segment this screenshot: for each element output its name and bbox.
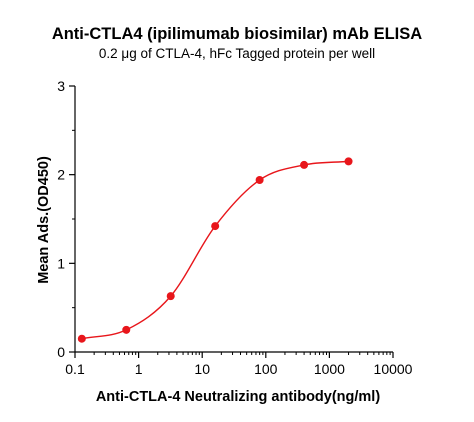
x-tick-label: 10 (194, 361, 210, 377)
fit-curve (81, 160, 349, 340)
data-point (255, 175, 264, 184)
data-point (166, 292, 175, 301)
axes (74, 86, 393, 353)
data-point (77, 334, 86, 343)
y-tick-label: 0 (57, 344, 65, 360)
x-tick-label: 0.1 (65, 361, 85, 377)
chart-title: Anti-CTLA4 (ipilimumab biosimilar) mAb E… (52, 25, 422, 43)
y-axis-label: Mean Ads.(OD450) (36, 156, 52, 284)
x-tick-label: 1 (135, 361, 143, 377)
data-point (300, 160, 309, 169)
data-point (344, 157, 353, 166)
chart-subtitle: 0.2 μg of CTLA-4, hFc Tagged protein per… (99, 46, 375, 61)
y-tick-label: 3 (57, 78, 65, 94)
data-point (122, 325, 131, 334)
x-axis-label: Anti-CTLA-4 Neutralizing antibody(ng/ml) (96, 389, 381, 405)
axis-ticks: 0 1 2 3 0.1 1 10 100 1000 10000 (57, 78, 412, 377)
x-tick-label: 1000 (314, 361, 345, 377)
data-point (211, 222, 220, 231)
y-tick-label: 1 (57, 255, 65, 271)
x-tick-label: 100 (254, 361, 278, 377)
fit-curve-group (81, 160, 349, 340)
x-tick-label: 10000 (374, 361, 413, 377)
y-tick-label: 2 (57, 167, 65, 183)
data-points (77, 157, 353, 343)
